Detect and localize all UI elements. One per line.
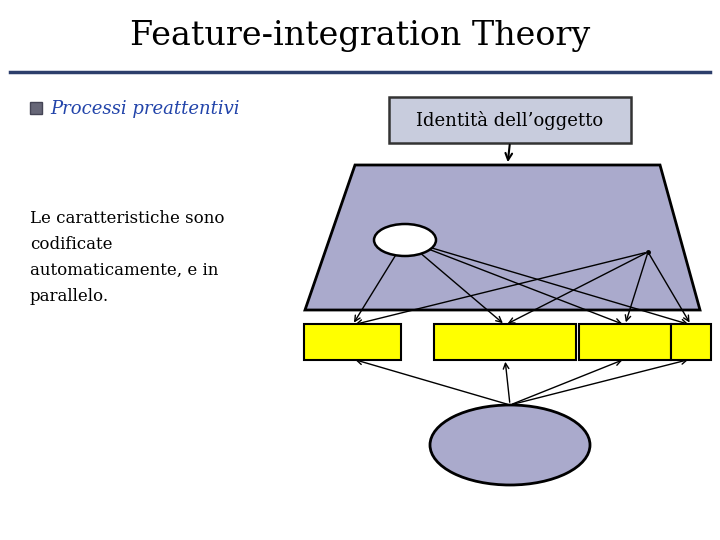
Text: Stimolo: Stimolo bbox=[472, 436, 548, 454]
Text: Le caratteristiche sono
codificate
automaticamente, e in
parallelo.: Le caratteristiche sono codificate autom… bbox=[30, 210, 225, 305]
Text: Colore: Colore bbox=[327, 335, 378, 349]
Text: Orientamento: Orientamento bbox=[451, 335, 559, 349]
Ellipse shape bbox=[430, 405, 590, 485]
FancyBboxPatch shape bbox=[434, 324, 576, 360]
Text: ...: ... bbox=[684, 335, 698, 349]
Ellipse shape bbox=[374, 224, 436, 256]
Text: Processi preattentivi: Processi preattentivi bbox=[50, 100, 240, 118]
Text: grandezza: grandezza bbox=[585, 335, 665, 349]
FancyBboxPatch shape bbox=[304, 324, 401, 360]
Text: Identità dell’oggetto: Identità dell’oggetto bbox=[416, 111, 603, 130]
FancyBboxPatch shape bbox=[30, 102, 42, 114]
FancyBboxPatch shape bbox=[671, 324, 711, 360]
FancyBboxPatch shape bbox=[579, 324, 671, 360]
FancyBboxPatch shape bbox=[389, 97, 631, 143]
Polygon shape bbox=[305, 165, 700, 310]
Text: Feature-integration Theory: Feature-integration Theory bbox=[130, 20, 590, 52]
